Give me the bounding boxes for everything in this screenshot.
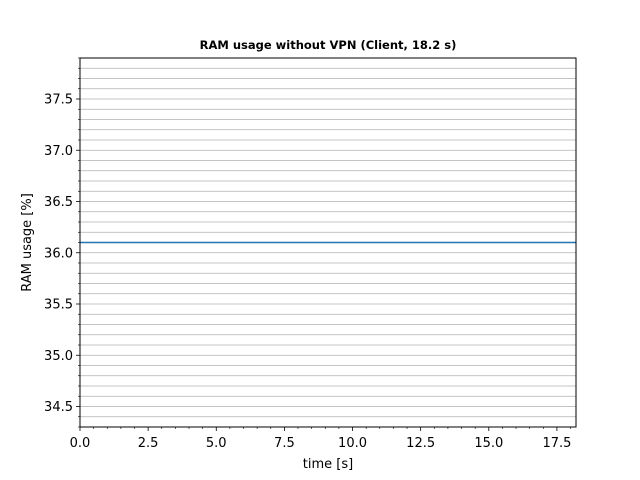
y-tick-label: 35.5 xyxy=(44,298,73,313)
x-tick-label: 10.0 xyxy=(338,436,367,451)
x-axis-label: time [s] xyxy=(303,457,353,472)
y-tick-label: 37.0 xyxy=(44,144,73,159)
y-tick-label: 36.5 xyxy=(44,195,73,210)
x-tick-label: 2.5 xyxy=(138,436,159,451)
x-axis: 0.0 2.5 5.0 7.5 10.0 12.5 15.0 17.5 xyxy=(70,427,571,451)
chart-title: RAM usage without VPN (Client, 18.2 s) xyxy=(200,38,457,52)
x-tick-label: 0.0 xyxy=(70,436,91,451)
x-tick-label: 17.5 xyxy=(542,436,571,451)
y-tick-label: 34.5 xyxy=(44,400,73,415)
y-tick-label: 37.5 xyxy=(44,93,73,108)
grid-lines xyxy=(80,57,576,428)
y-axis: 34.5 35.0 35.5 36.0 36.5 37.0 37.5 xyxy=(44,57,80,428)
x-tick-label: 7.5 xyxy=(274,436,295,451)
x-tick-label: 15.0 xyxy=(474,436,503,451)
y-tick-label: 35.0 xyxy=(44,349,73,364)
y-axis-label: RAM usage [%] xyxy=(20,193,35,292)
y-tick-label: 36.0 xyxy=(44,246,73,261)
x-tick-label: 5.0 xyxy=(206,436,227,451)
x-tick-label: 12.5 xyxy=(406,436,435,451)
